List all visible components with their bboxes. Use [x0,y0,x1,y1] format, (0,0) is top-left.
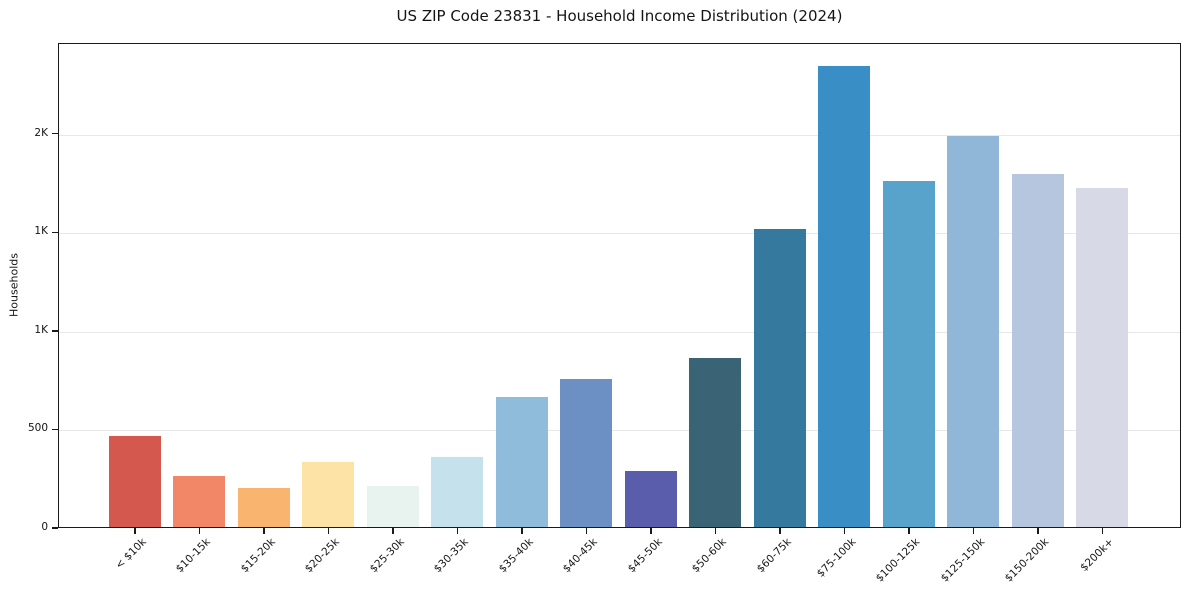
bar-$35-40k [495,396,548,527]
x-tick-label: < $10k [112,536,149,572]
bar-$20-25k [302,461,354,527]
x-tick-$35-40k [521,528,523,534]
x-tick-label: $200k+ [1078,536,1116,574]
y-tick-label: 1K [34,225,48,238]
gridline-2000 [59,134,1180,136]
gridline-500 [59,430,1180,432]
x-tick-$30-35k [456,528,459,534]
bar-< $10k [108,436,161,527]
bar-$200k+ [1076,187,1128,527]
x-tick-label: $100-125k [873,536,923,585]
bar-$30-35k [431,457,483,527]
x-tick-label: $40-45k [560,536,600,576]
gridline-1000 [59,331,1180,333]
bar-$60-75k [753,229,806,527]
x-tick-$40-45k [585,528,588,534]
bar-$75-100k [818,65,870,527]
y-tick-label: 0 [41,521,48,533]
x-tick-$50-60k [714,528,717,534]
y-tick-label: 1K [34,323,48,336]
x-tick-label: $30-35k [431,536,471,576]
bar-$125-150k [947,135,999,527]
y-axis-label: Households [7,253,21,317]
y-tick-label: 500 [27,422,48,435]
x-tick-$10-15k [198,528,201,534]
bar-$10-15k [173,475,225,527]
x-tick-$150-200k [1037,528,1039,534]
x-tick-$125-150k [972,528,975,534]
x-tick-label: $75-100k [814,536,858,580]
x-tick-label: $10-15k [173,536,213,576]
x-tick-label: $60-75k [754,536,794,576]
gridline-1500 [59,233,1180,235]
x-tick-label: $125-150k [938,536,987,585]
bar-$150-200k [1011,174,1064,527]
x-tick-label: $35-40k [496,536,536,576]
x-tick-label: $45-50k [625,536,665,576]
bar-$100-125k [882,181,935,527]
x-tick-$20-25k [327,528,330,534]
x-tick-$45-50k [650,528,652,534]
y-tick-2000 [52,132,58,135]
bar-$40-45k [560,379,612,527]
y-tick-label: 2K [34,126,48,139]
x-tick-$75-100k [843,528,846,534]
bar-$50-60k [689,358,741,527]
x-tick-label: $150-200k [1002,536,1052,585]
x-tick-label: $20-25k [302,536,342,576]
plot-area [58,43,1181,528]
x-tick-label: $15-20k [238,536,278,576]
y-tick-1000 [52,330,58,332]
x-tick-label: $50-60k [689,536,729,576]
y-tick-0 [52,527,58,529]
x-tick-$100-125k [908,528,910,534]
y-tick-1500 [52,231,58,234]
x-tick-< $10k [134,528,136,534]
bar-$45-50k [624,470,677,527]
x-tick-$60-75k [779,528,781,534]
x-tick-label: $25-30k [367,536,407,576]
y-tick-500 [52,428,58,431]
bar-$15-20k [237,487,290,527]
x-tick-$200k+ [1101,528,1104,534]
bar-$25-30k [366,485,419,527]
x-tick-$15-20k [263,528,265,534]
x-tick-$25-30k [392,528,394,534]
chart-title: US ZIP Code 23831 - Household Income Dis… [396,7,843,25]
